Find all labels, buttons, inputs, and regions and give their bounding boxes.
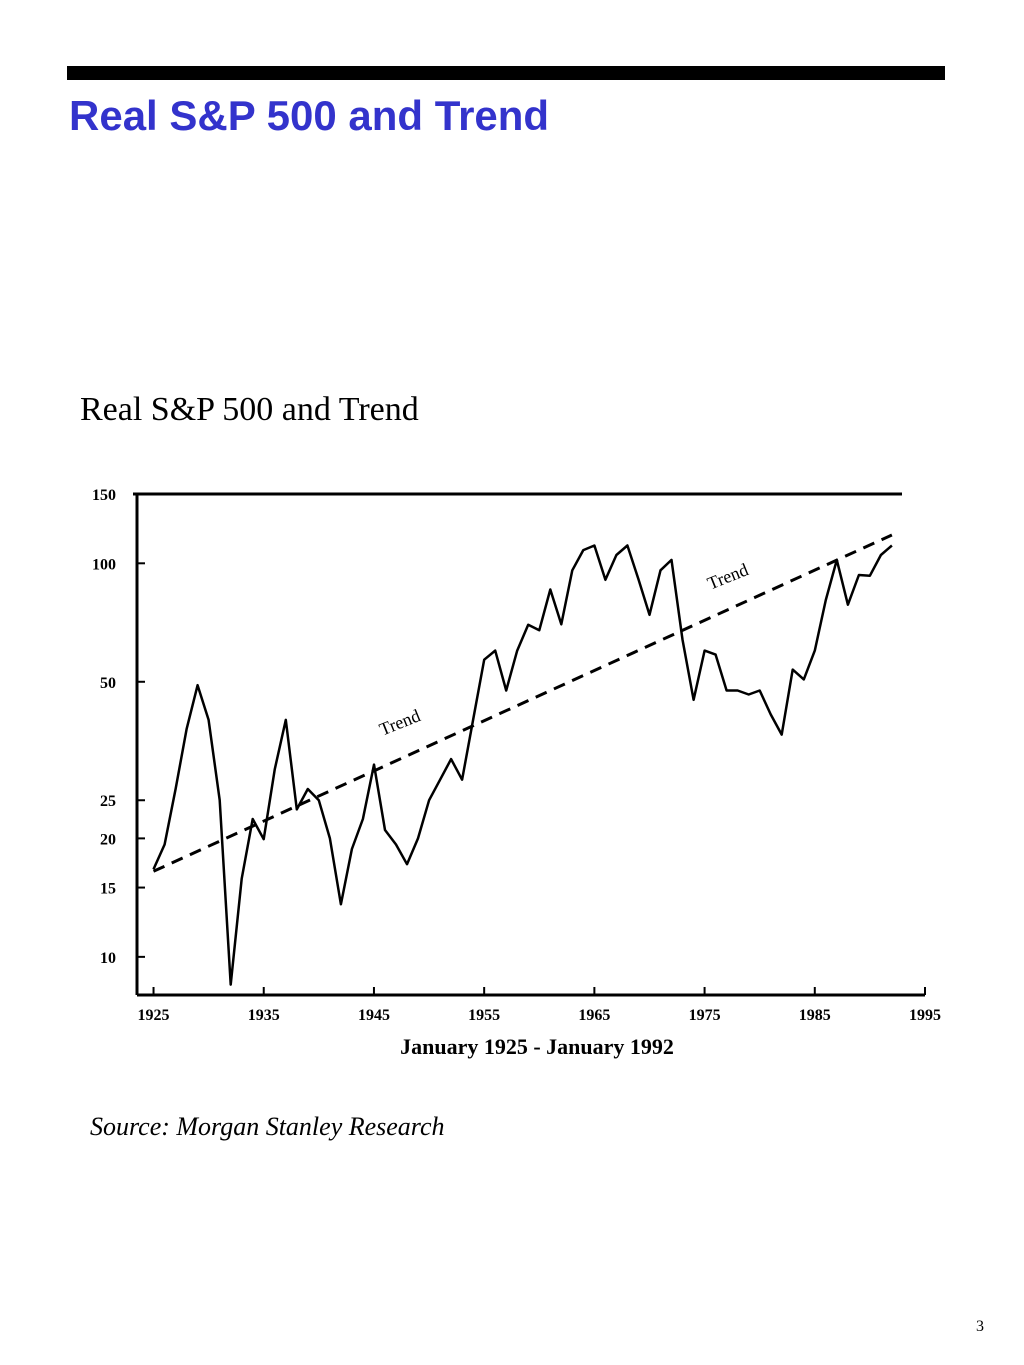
annotation: Trend <box>704 559 751 593</box>
y-tick-label: 15 <box>100 881 116 898</box>
chart-title: Real S&P 500 and Trend <box>80 391 419 428</box>
x-axis-label: January 1925 - January 1992 <box>400 1034 674 1059</box>
y-tick-label: 20 <box>100 831 116 848</box>
header-bar <box>67 66 945 80</box>
x-tick-label: 1945 <box>358 1007 390 1024</box>
y-tick-label: 25 <box>100 793 116 810</box>
slide-title: Real S&P 500 and Trend <box>69 92 549 139</box>
x-tick-label: 1955 <box>468 1007 500 1024</box>
x-tick-label: 1965 <box>578 1007 610 1024</box>
x-tick-label: 1975 <box>689 1007 721 1024</box>
y-tick-label: 10 <box>100 950 116 967</box>
annotation: Trend <box>376 705 423 739</box>
trend-line <box>152 533 893 873</box>
x-tick-label: 1985 <box>799 1007 831 1024</box>
x-tick-label: 1925 <box>138 1007 170 1024</box>
page-number: 3 <box>976 1318 984 1335</box>
x-tick-label: 1995 <box>909 1007 941 1024</box>
y-tick-label: 150 <box>92 487 116 504</box>
source: Source: Morgan Stanley Research <box>90 1112 445 1141</box>
y-tick-label: 100 <box>92 556 116 573</box>
x-tick-label: 1935 <box>248 1007 280 1024</box>
y-tick-label: 50 <box>100 675 116 692</box>
data-line <box>152 544 893 986</box>
